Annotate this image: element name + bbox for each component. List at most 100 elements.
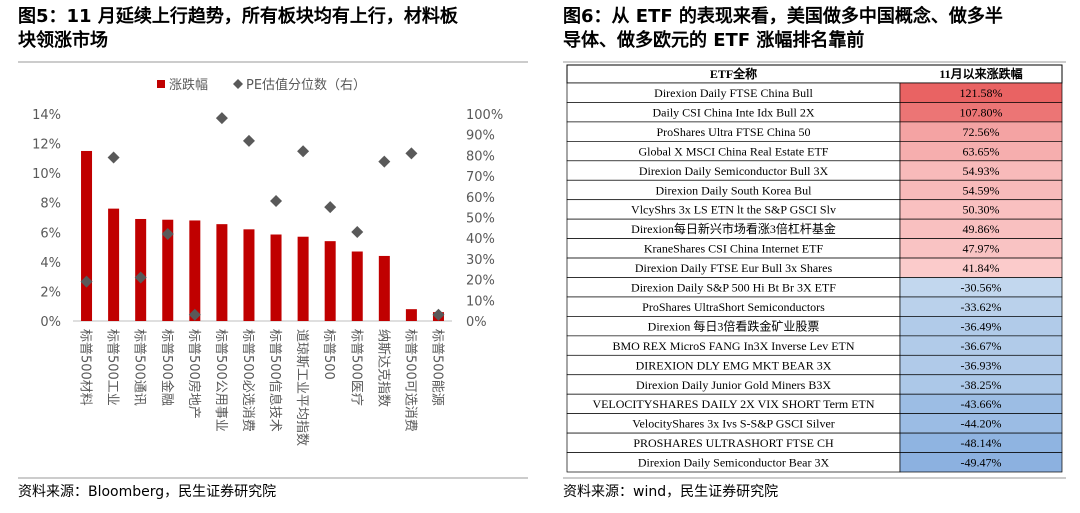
cell: Direxion 每日3倍看跌金矿业股票	[648, 318, 820, 333]
y-tick-label: 12%	[32, 138, 61, 153]
bar	[108, 208, 120, 321]
bar	[270, 234, 282, 321]
diamond	[324, 201, 337, 214]
cell: 47.97%	[963, 242, 1000, 256]
value-cell	[899, 452, 1063, 473]
bar	[378, 255, 390, 321]
cell: 50.30%	[963, 203, 1000, 217]
cell: -36.49%	[961, 319, 1002, 333]
header-cell: 11月以来涨跌幅	[939, 66, 1022, 81]
x-tick-label: 标普500医疗	[348, 329, 363, 406]
x-tick-label: 标普500材料	[78, 329, 93, 406]
bar	[216, 224, 228, 321]
bar	[351, 251, 363, 321]
x-tick-label: 标普500	[321, 329, 336, 380]
bar	[81, 150, 93, 321]
legend-swatch	[157, 80, 165, 88]
diamond	[107, 151, 120, 164]
cell: Direxion Daily Semiconductor Bull 3X	[639, 164, 829, 178]
x-tick-label: 标普500房地产	[186, 329, 202, 419]
diamond	[405, 147, 418, 160]
cell: 54.59%	[963, 183, 1000, 197]
diamond	[188, 308, 201, 321]
cell: 63.65%	[963, 144, 1000, 158]
diamond	[134, 271, 147, 284]
x-tick-label: 标普500通讯	[132, 329, 147, 406]
y-tick-label: 10%	[32, 167, 61, 182]
table-title: 图6：从 ETF 的表现来看，美国做多中国概念、做多半导体、做多欧元的 ETF …	[563, 5, 1003, 51]
source: 资料来源：Bloomberg，民生证券研究院	[18, 484, 276, 500]
y-tick-label: 4%	[40, 256, 61, 271]
cell: VlcyShrs 3x LS ETN lt the S&P GSCI Slv	[631, 203, 836, 217]
cell: 54.93%	[963, 164, 1000, 178]
cell: Daily CSI China Inte Idx Bull 2X	[653, 105, 815, 119]
y2-tick-label: 90%	[466, 129, 495, 144]
cell: 49.86%	[963, 222, 1000, 236]
diamond	[242, 134, 255, 147]
cell: KraneShares CSI China Internet ETF	[644, 242, 824, 256]
cell: ProShares UltraShort Semiconductors	[642, 300, 825, 314]
y2-tick-label: 70%	[466, 170, 495, 185]
y2-tick-label: 10%	[466, 294, 495, 309]
x-tick-label: 道琼斯工业平均指数	[294, 329, 309, 446]
cell: -38.25%	[961, 378, 1002, 392]
cell: VELOCITYSHARES DAILY 2X VIX SHORT Term E…	[592, 397, 874, 411]
cell: -33.62%	[961, 300, 1002, 314]
cell: DIREXION DLY EMG MKT BEAR 3X	[636, 358, 832, 372]
y2-tick-label: 40%	[466, 232, 495, 247]
x-tick-label: 标普500信息技术	[267, 329, 283, 432]
y-tick-label: 2%	[40, 285, 61, 300]
cell: 107.80%	[960, 105, 1003, 119]
diamond	[432, 308, 445, 321]
y2-tick-label: 20%	[466, 274, 495, 289]
cell: Direxion Daily FTSE China Bull	[654, 86, 813, 100]
bar	[162, 219, 174, 321]
x-tick-label: 标普500能源	[429, 329, 444, 406]
y2-tick-label: 0%	[466, 315, 487, 330]
y2-tick-label: 60%	[466, 191, 495, 206]
cell: -30.56%	[961, 281, 1002, 295]
bar	[243, 229, 255, 321]
diamond	[215, 112, 228, 125]
cell: -44.20%	[961, 417, 1002, 431]
diamond	[378, 155, 391, 168]
cell: -36.93%	[961, 358, 1002, 372]
x-tick-label: 纳斯达克指数	[375, 329, 390, 407]
x-tick-label: 标普500金融	[159, 329, 175, 406]
cell: ProShares Ultra FTSE China 50	[657, 125, 811, 139]
y-tick-label: 8%	[40, 197, 61, 212]
y-tick-label: 6%	[40, 226, 61, 241]
cell: -43.66%	[961, 397, 1002, 411]
legend-swatch	[233, 79, 243, 89]
x-tick-label: 标普500公用事业	[213, 329, 228, 432]
x-tick-label: 标普500必选消费	[240, 329, 255, 432]
diamond	[270, 194, 283, 207]
x-tick-label: 标普500工业	[105, 329, 120, 406]
cell: -48.14%	[961, 436, 1002, 450]
cell: Direxion Daily Semiconductor Bear 3X	[638, 456, 830, 470]
cell: 121.58%	[960, 86, 1003, 100]
source: 资料来源：wind，民生证券研究院	[563, 484, 778, 500]
cell: Direxion每日新兴市场看涨3倍杠杆基金	[631, 221, 836, 236]
diamond	[161, 228, 174, 241]
y2-tick-label: 30%	[466, 253, 495, 268]
cell: Direxion Daily S&P 500 Hi Bt Br 3X ETF	[631, 281, 836, 295]
bar	[135, 218, 147, 321]
y2-tick-label: 80%	[466, 149, 495, 164]
cell: 72.56%	[963, 125, 1000, 139]
cell: PROSHARES ULTRASHORT FTSE CH	[633, 436, 834, 450]
cell: Global X MSCI China Real Estate ETF	[639, 144, 829, 158]
y-tick-label: 0%	[40, 315, 61, 330]
diamond	[80, 275, 93, 288]
diamond	[297, 145, 310, 158]
cell: VelocityShares 3x Ivs S-S&P GSCI Silver	[632, 417, 835, 431]
cell: BMO REX MicroS FANG In3X Inverse Lev ETN	[612, 339, 854, 353]
y-tick-label: 14%	[32, 108, 61, 123]
diamond	[351, 225, 364, 238]
cell: -49.47%	[961, 456, 1002, 470]
x-tick-label: 标普500可选消费	[402, 329, 417, 432]
header-cell: ETF全称	[710, 66, 757, 81]
y2-tick-label: 50%	[466, 212, 495, 227]
y2-tick-label: 100%	[466, 108, 503, 123]
cell: Direxion Daily Junior Gold Miners B3X	[636, 378, 831, 392]
